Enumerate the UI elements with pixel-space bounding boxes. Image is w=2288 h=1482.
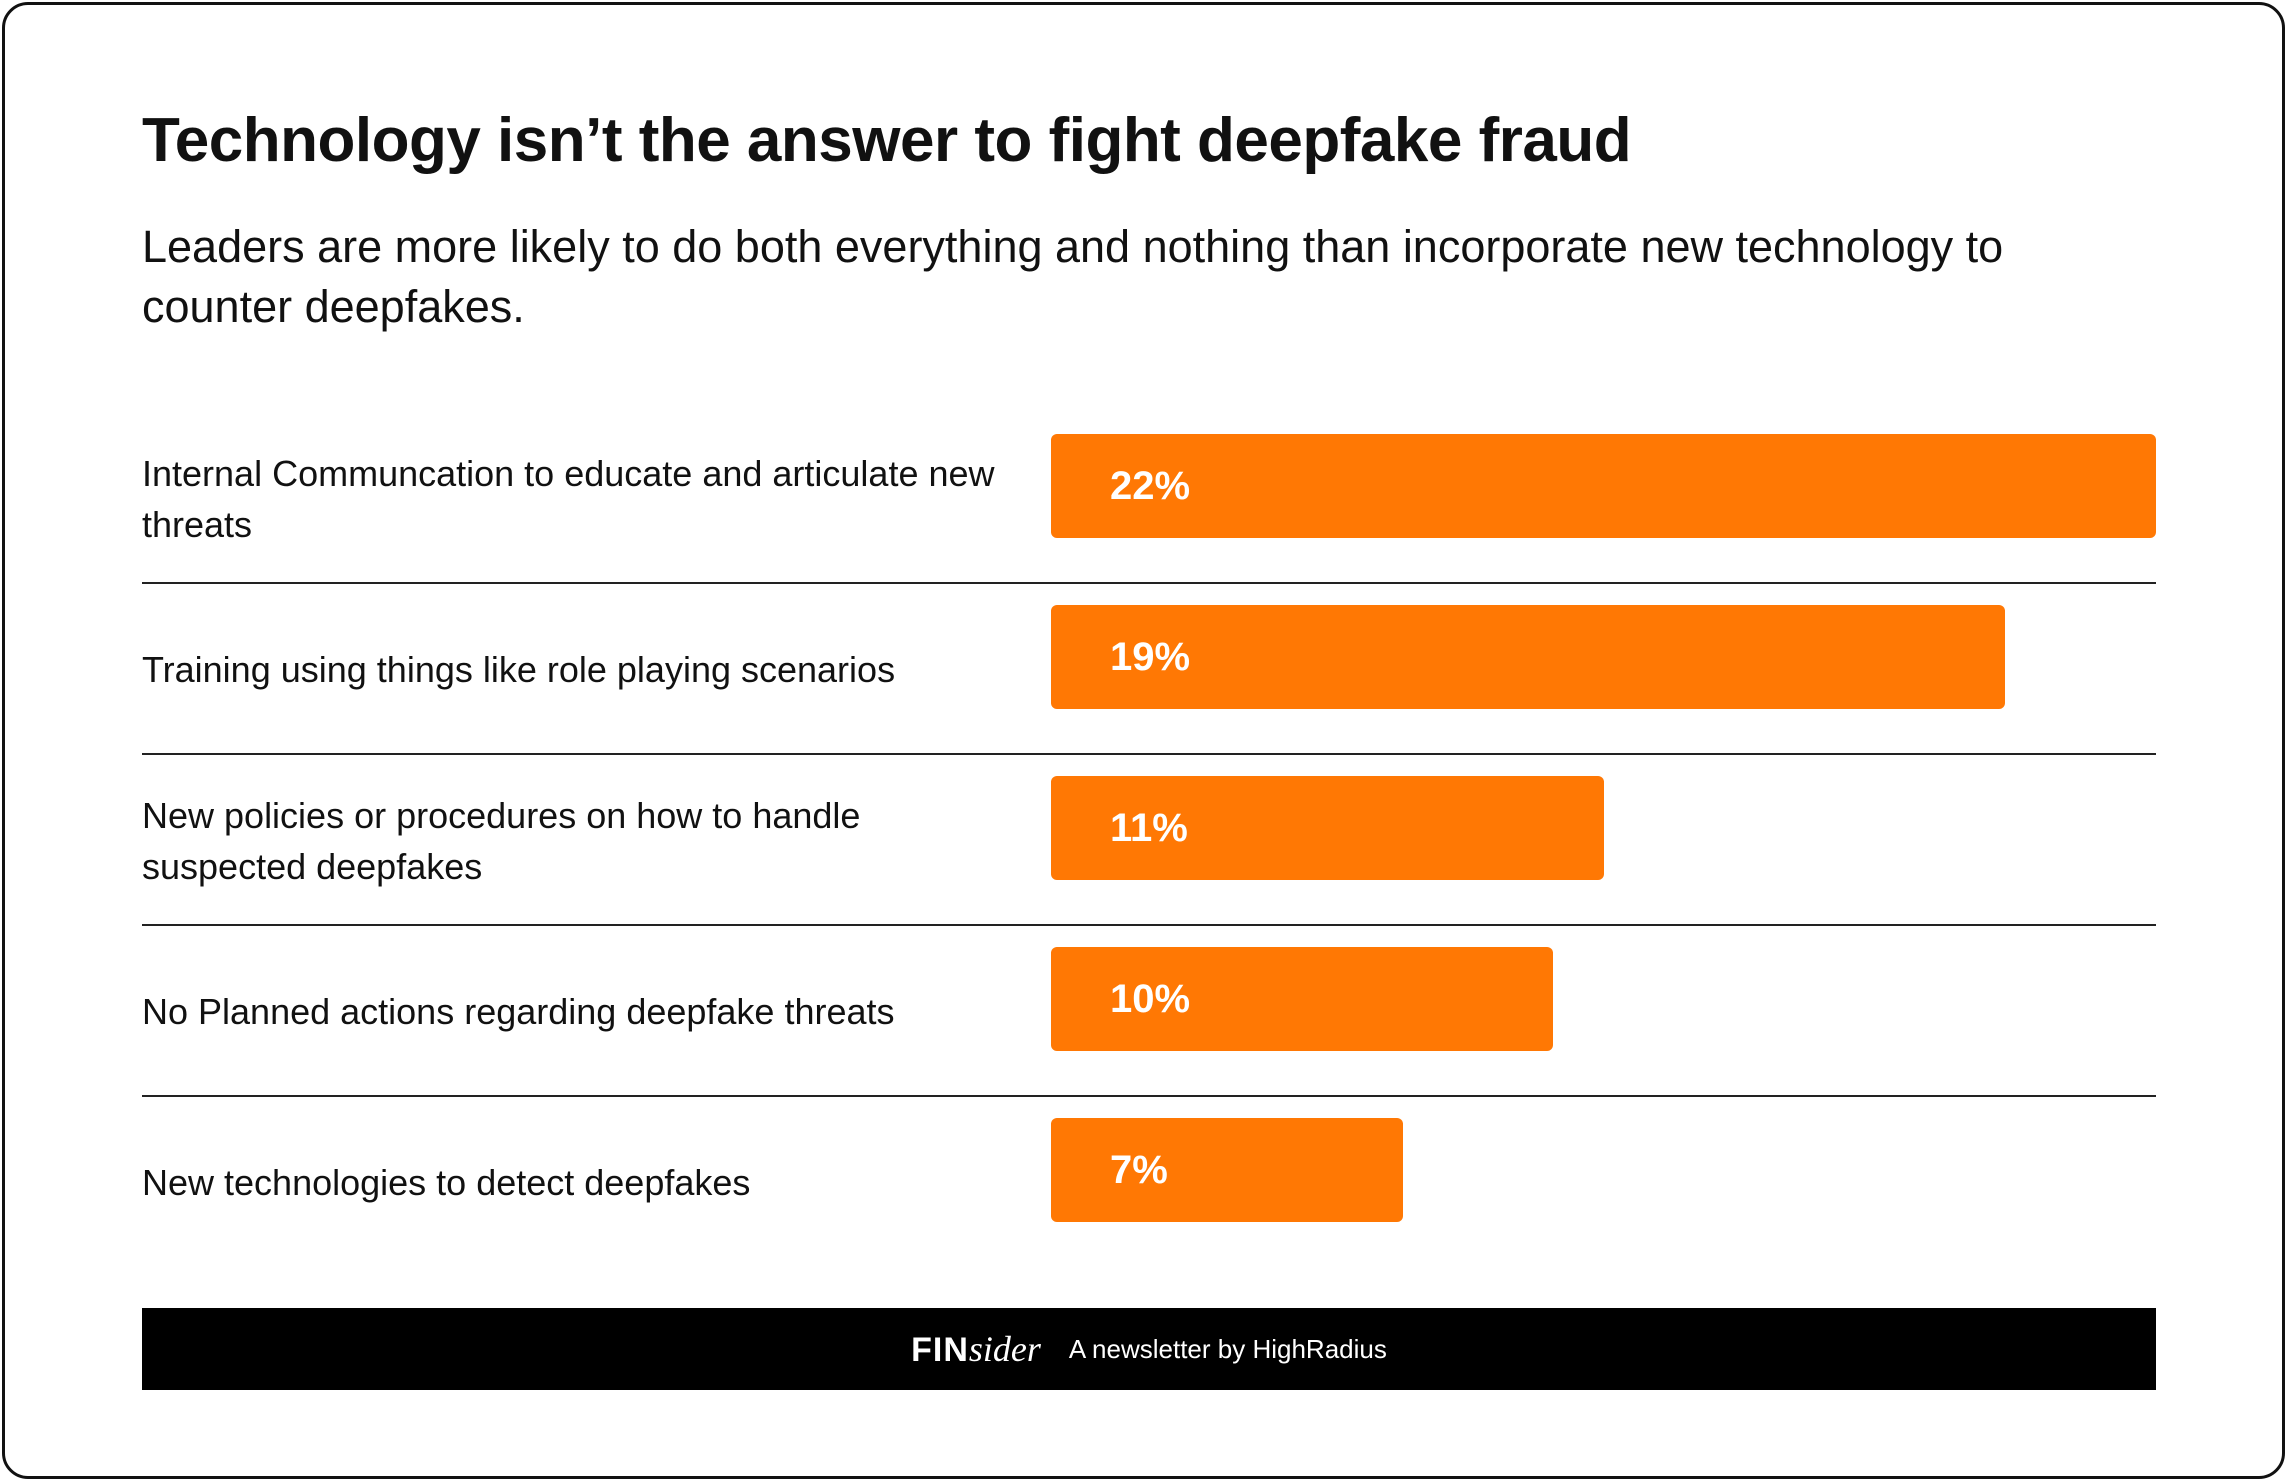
chart-title: Technology isn’t the answer to fight dee…: [142, 106, 1632, 175]
category-label: Internal Communcation to educate and art…: [142, 452, 995, 545]
bar-row: New policies or procedures on how to han…: [142, 755, 2156, 926]
footer-banner: FINsider A newsletter by HighRadius: [142, 1308, 2156, 1390]
bar-row: Training using things like role playing …: [142, 584, 2156, 755]
category-label: Training using things like role playing …: [142, 649, 896, 690]
bar-row: No Planned actions regarding deepfake th…: [142, 926, 2156, 1097]
brand-logo: FINsider: [911, 1328, 1041, 1370]
footer-tagline: A newsletter by HighRadius: [1068, 1333, 1387, 1364]
bar-row: Internal Communcation to educate and art…: [142, 413, 2156, 584]
bar-value-label: 10%: [1110, 976, 1191, 1021]
chart-subtitle: Leaders are more likely to do both every…: [142, 221, 2004, 332]
row-divider: [142, 582, 2156, 584]
bar-value-label: 7%: [1110, 1147, 1168, 1192]
bar-value-label: 19%: [1110, 634, 1191, 679]
bar-value-label: 22%: [1110, 463, 1191, 508]
bar: [1051, 605, 2005, 709]
brand-logo-bold: FIN: [911, 1331, 969, 1369]
category-label: New policies or procedures on how to han…: [142, 794, 861, 887]
row-divider: [142, 753, 2156, 755]
bar: [1051, 1118, 1403, 1222]
bar: [1051, 434, 2156, 538]
bar: [1051, 947, 1553, 1051]
category-label: No Planned actions regarding deepfake th…: [142, 991, 895, 1032]
row-divider: [142, 924, 2156, 926]
bar-value-label: 11%: [1110, 805, 1188, 850]
bar: [1051, 776, 1604, 880]
brand-logo-italic: sider: [968, 1329, 1041, 1369]
row-divider: [142, 1095, 2156, 1097]
bar-row: New technologies to detect deepfakes 7%: [142, 1097, 2156, 1268]
category-label: New technologies to detect deepfakes: [142, 1162, 751, 1203]
